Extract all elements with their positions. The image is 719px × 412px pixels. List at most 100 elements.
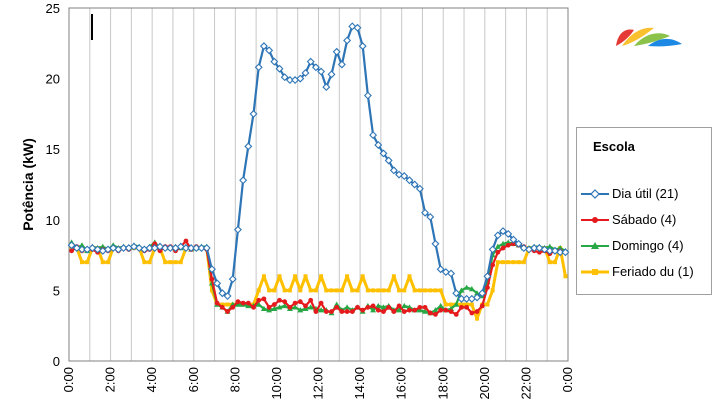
data-point [365,304,371,310]
data-point [406,304,413,310]
data-point [266,304,272,310]
data-point [233,225,242,234]
data-point [495,249,501,255]
legend-item-sabado: Sábado (4) [581,212,676,227]
data-point [225,309,230,314]
data-point [311,63,320,72]
data-point [337,60,346,69]
data-point [223,292,232,301]
x-tick-label: 14:00 [352,367,367,400]
data-point [267,288,272,293]
x-tick-label: 12:00 [311,367,326,400]
data-point [333,301,340,307]
data-point [344,304,351,310]
data-point [67,241,76,250]
data-point [303,303,308,309]
legend-marker-domingo [581,241,609,249]
data-point [509,235,518,244]
data-point [519,244,528,253]
data-point [218,289,227,298]
data-point [380,304,387,310]
data-point [324,288,329,293]
data-point [495,260,500,265]
data-point [459,302,464,307]
data-point [475,316,480,321]
data-point [514,239,523,248]
data-point [147,260,152,265]
data-point [438,288,443,293]
data-point [287,288,292,293]
legend-label: Feriado du (1) [612,264,694,279]
data-point [213,279,222,288]
legend: Escola Dia útil (21) Sábado (4) Domingo … [576,127,712,295]
x-tick-label: 18:00 [435,367,450,400]
data-point [452,289,461,298]
data-point [516,260,521,265]
data-point [511,260,516,265]
data-point [473,293,482,302]
data-point [389,166,398,175]
data-point [308,288,313,293]
data-point [551,246,559,255]
data-point [323,309,329,314]
data-point [303,274,308,279]
data-point [469,310,475,316]
data-point [457,294,466,303]
data-point [99,243,106,249]
data-point [235,299,241,305]
data-point [563,274,568,279]
data-point [422,304,428,310]
data-point [433,288,438,293]
legend-marker-feriado [581,268,609,275]
data-point [271,305,278,311]
data-point [370,307,377,313]
data-point [318,300,324,306]
data-point [405,176,414,185]
legend-label: Sábado (4) [612,212,677,227]
data-point [344,309,350,314]
data-point [259,42,268,51]
data-point [360,274,365,279]
data-point [183,238,189,244]
data-point [192,244,201,253]
data-point [209,276,215,282]
data-point [332,47,341,56]
data-point [166,244,175,253]
data-point [375,302,382,309]
data-point [244,142,253,151]
data-point [546,243,553,249]
data-point [437,302,444,309]
data-point [297,299,303,305]
data-point [178,260,183,265]
data-point [412,288,417,293]
data-point [410,180,419,189]
legend-item-domingo: Domingo (4) [581,238,684,253]
data-point [448,309,454,314]
data-point [296,74,305,83]
data-point [318,307,325,313]
data-point [369,131,378,140]
data-point [545,246,554,255]
data-point [396,307,403,313]
data-point [485,302,490,307]
data-point [85,260,90,265]
data-point [353,23,362,32]
data-point [469,302,474,307]
logo [612,20,684,55]
legend-title: Escola [593,139,635,154]
data-point [453,301,460,307]
data-point [100,260,105,265]
x-axis: 0:00 2:00 4:00 6:00 8:00 10:00 12:00 14:00 16:00… [61,367,575,400]
data-point [422,308,429,314]
data-point [109,244,118,253]
y-tick-label: 10 [46,213,60,228]
x-tick-label: 0:00 [61,367,76,392]
data-point [78,245,86,254]
data-point [207,265,216,274]
data-point [391,309,397,314]
data-point [287,304,293,310]
legend-item-dia-util: Dia útil (21) [581,186,678,201]
data-point [479,303,485,309]
data-point [260,305,267,311]
data-point [426,212,435,221]
